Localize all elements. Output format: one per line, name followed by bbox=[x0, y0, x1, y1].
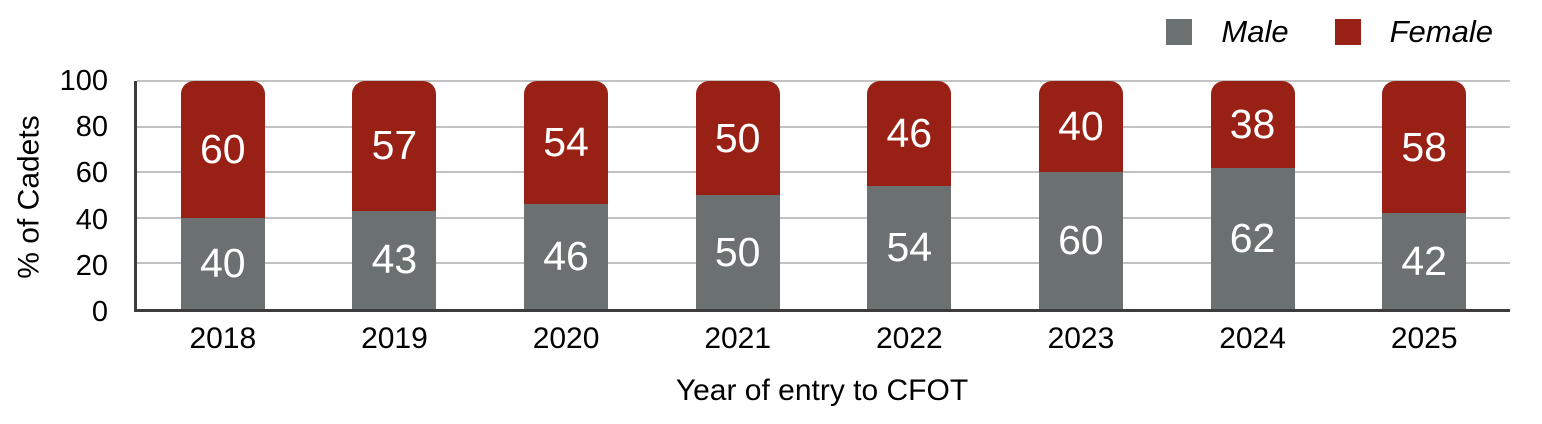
bar-2025: 42 58 bbox=[1382, 81, 1467, 309]
bar-value-female-2020: 54 bbox=[543, 119, 589, 166]
bar-2019: 43 57 bbox=[352, 81, 437, 309]
y-tick-label-40: 40 bbox=[75, 203, 108, 236]
bar-2021: 50 50 bbox=[695, 81, 780, 309]
x-tick-label-2023: 2023 bbox=[1047, 322, 1115, 355]
bar-segment-female-2021: 50 bbox=[695, 81, 780, 195]
bar-2018: 40 60 bbox=[180, 81, 265, 309]
legend-label-female: Female bbox=[1389, 14, 1493, 49]
gridline-60 bbox=[137, 171, 1510, 174]
bar-segment-male-2022: 54 bbox=[867, 185, 952, 309]
y-tick-label-20: 20 bbox=[75, 249, 108, 282]
legend-item-female: Female bbox=[1334, 14, 1493, 49]
y-tick-label-100: 100 bbox=[59, 65, 108, 97]
bar-segment-female-2020: 54 bbox=[524, 81, 609, 205]
bar-group-2020: 46 54 bbox=[480, 81, 652, 309]
bar-segment-male-2021: 50 bbox=[695, 195, 780, 309]
bar-segment-male-2020: 46 bbox=[524, 204, 609, 309]
bar-group-2019: 43 57 bbox=[309, 81, 481, 309]
bar-segment-male-2025: 42 bbox=[1382, 213, 1467, 309]
x-axis-title: Year of entry to CFOT bbox=[675, 374, 969, 407]
bar-segment-male-2019: 43 bbox=[352, 210, 437, 309]
y-tick-label-0: 0 bbox=[91, 296, 108, 328]
bar-segment-female-2018: 60 bbox=[180, 81, 265, 218]
legend: Male Female bbox=[1166, 16, 1493, 47]
bar-value-male-2020: 46 bbox=[543, 233, 589, 280]
bar-value-male-2025: 42 bbox=[1401, 237, 1447, 284]
bar-value-female-2022: 46 bbox=[886, 109, 933, 156]
bar-segment-male-2024: 62 bbox=[1210, 167, 1295, 309]
x-tick-label-2025: 2025 bbox=[1390, 322, 1458, 355]
bar-value-male-2021: 50 bbox=[714, 228, 761, 275]
x-tick-label-2019: 2019 bbox=[361, 322, 428, 355]
bar-value-female-2023: 40 bbox=[1058, 103, 1104, 150]
bar-value-female-2018: 60 bbox=[200, 125, 246, 172]
gridline-80 bbox=[137, 125, 1510, 128]
bar-segment-male-2023: 60 bbox=[1038, 172, 1123, 309]
y-tick-label-60: 60 bbox=[75, 157, 108, 190]
x-tick-label-2024: 2024 bbox=[1219, 322, 1286, 355]
bar-2022: 54 46 bbox=[867, 81, 952, 309]
bar-value-female-2019: 57 bbox=[371, 122, 418, 169]
bar-group-2018: 40 60 bbox=[137, 81, 309, 309]
bar-segment-female-2025: 58 bbox=[1382, 81, 1467, 214]
bar-group-2023: 60 40 bbox=[995, 81, 1167, 309]
x-tick-label-2020: 2020 bbox=[532, 322, 600, 355]
bar-value-female-2025: 58 bbox=[1401, 123, 1447, 170]
legend-label-male: Male bbox=[1221, 14, 1289, 49]
bar-value-male-2023: 60 bbox=[1058, 217, 1104, 264]
bar-segment-female-2024: 38 bbox=[1210, 81, 1295, 168]
x-tick-label-2018: 2018 bbox=[189, 322, 257, 355]
x-axis-ticks: 2018 2019 2020 2021 2022 2023 2024 2025 bbox=[137, 324, 1510, 354]
y-axis-ticks: 0 20 40 60 80 100 bbox=[0, 66, 108, 327]
bar-value-female-2024: 38 bbox=[1229, 100, 1276, 147]
x-tick-label-2021: 2021 bbox=[704, 322, 772, 355]
bar-segment-female-2023: 40 bbox=[1038, 81, 1123, 173]
bar-value-male-2018: 40 bbox=[200, 239, 246, 286]
bar-value-male-2024: 62 bbox=[1229, 214, 1276, 261]
bar-value-male-2022: 54 bbox=[886, 223, 933, 270]
bar-segment-female-2022: 46 bbox=[867, 81, 952, 186]
bar-2023: 60 40 bbox=[1038, 81, 1123, 309]
y-tick-label-80: 80 bbox=[75, 111, 108, 144]
bar-segment-male-2018: 40 bbox=[180, 217, 265, 309]
bar-2020: 46 54 bbox=[524, 81, 609, 309]
bar-group-2024: 62 38 bbox=[1167, 81, 1339, 309]
legend-item-male: Male bbox=[1166, 14, 1289, 49]
bar-value-male-2019: 43 bbox=[371, 236, 418, 283]
gridline-20 bbox=[137, 262, 1510, 265]
gridline-100 bbox=[137, 80, 1510, 82]
bar-segment-female-2019: 57 bbox=[352, 81, 437, 211]
bar-group-2022: 54 46 bbox=[824, 81, 996, 309]
bars-container: 40 60 43 57 46 54 50 50 54 46 60 40 62 38 42 58 bbox=[137, 81, 1510, 309]
legend-swatch-male bbox=[1166, 18, 1193, 45]
gridline-40 bbox=[137, 216, 1510, 219]
bar-group-2021: 50 50 bbox=[652, 81, 824, 309]
x-tick-label-2022: 2022 bbox=[875, 322, 943, 355]
plot-area: 40 60 43 57 46 54 50 50 54 46 60 40 62 38 42 58 bbox=[134, 80, 1510, 312]
legend-swatch-female bbox=[1334, 18, 1361, 45]
bar-group-2025: 42 58 bbox=[1338, 81, 1510, 309]
bar-2024: 62 38 bbox=[1210, 81, 1295, 309]
bar-value-female-2021: 50 bbox=[714, 114, 761, 161]
